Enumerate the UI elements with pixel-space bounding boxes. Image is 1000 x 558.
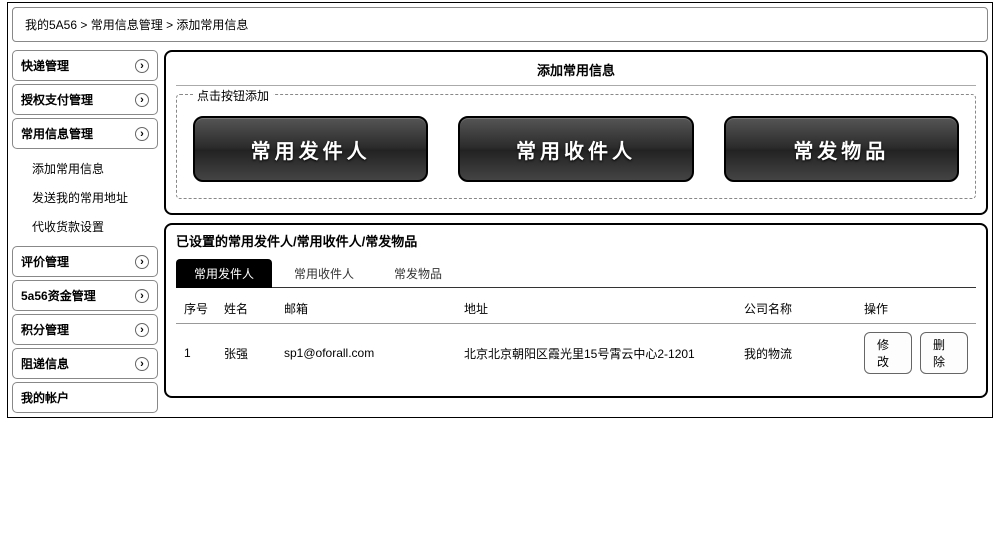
table-body: 1 张强 sp1@oforall.com 北京北京朝阳区霞光里15号霄云中心2-… [176, 324, 976, 383]
cell-ops: 修改 删除 [856, 324, 976, 383]
add-panel: 添加常用信息 点击按钮添加 常用发件人 常用收件人 常发物品 [164, 50, 988, 215]
col-idx: 序号 [176, 294, 216, 324]
sidebar-item-common-info[interactable]: 常用信息管理 › [12, 118, 158, 149]
tab-goods[interactable]: 常发物品 [376, 259, 460, 288]
add-fieldset: 点击按钮添加 常用发件人 常用收件人 常发物品 [176, 94, 976, 199]
sidebar-submenu: 添加常用信息 发送我的常用地址 代收货款设置 [12, 154, 158, 241]
sidebar-item-label: 阻递信息 [21, 355, 69, 372]
breadcrumb-current: 添加常用信息 [176, 18, 248, 32]
chevron-right-icon: › [135, 255, 149, 269]
chevron-right-icon: › [135, 127, 149, 141]
sidebar-item-label: 评价管理 [21, 253, 69, 270]
fieldset-legend: 点击按钮添加 [193, 87, 273, 104]
cell-email: sp1@oforall.com [276, 324, 456, 383]
panel-title: 添加常用信息 [176, 58, 976, 86]
sidebar-item-express[interactable]: 快递管理 › [12, 50, 158, 81]
col-email: 邮箱 [276, 294, 456, 324]
chevron-right-icon: › [135, 93, 149, 107]
edit-button[interactable]: 修改 [864, 332, 912, 374]
list-panel: 已设置的常用发件人/常用收件人/常发物品 常用发件人 常用收件人 常发物品 序号… [164, 223, 988, 398]
sidebar-item-label: 常用信息管理 [21, 125, 93, 142]
list-panel-title: 已设置的常用发件人/常用收件人/常发物品 [176, 231, 976, 256]
cell-company: 我的物流 [736, 324, 856, 383]
table-row: 1 张强 sp1@oforall.com 北京北京朝阳区霞光里15号霄云中心2-… [176, 324, 976, 383]
cell-name: 张强 [216, 324, 276, 383]
col-addr: 地址 [456, 294, 736, 324]
sidebar-item-label: 授权支付管理 [21, 91, 93, 108]
table-head: 序号 姓名 邮箱 地址 公司名称 操作 [176, 294, 976, 324]
add-goods-button[interactable]: 常发物品 [724, 116, 959, 182]
sidebar: 快递管理 › 授权支付管理 › 常用信息管理 › 添加常用信息 发送我的常用地址… [12, 46, 158, 413]
chevron-right-icon: › [135, 357, 149, 371]
chevron-right-icon: › [135, 289, 149, 303]
sidebar-item-account[interactable]: 我的帐户 [12, 382, 158, 413]
col-op: 操作 [856, 294, 976, 324]
tabs: 常用发件人 常用收件人 常发物品 [176, 258, 976, 288]
sidebar-item-label: 5a56资金管理 [21, 287, 96, 304]
sidebar-item-funds[interactable]: 5a56资金管理 › [12, 280, 158, 311]
add-recipient-button[interactable]: 常用收件人 [458, 116, 693, 182]
cell-idx: 1 [176, 324, 216, 383]
sidebar-item-review[interactable]: 评价管理 › [12, 246, 158, 277]
chevron-right-icon: › [135, 59, 149, 73]
sidebar-item-label: 我的帐户 [21, 389, 69, 406]
add-sender-button[interactable]: 常用发件人 [193, 116, 428, 182]
big-buttons-row: 常用发件人 常用收件人 常发物品 [193, 116, 959, 182]
breadcrumb-sep: > [80, 18, 90, 32]
sidebar-item-block[interactable]: 阻递信息 › [12, 348, 158, 379]
delete-button[interactable]: 删除 [920, 332, 968, 374]
data-table: 序号 姓名 邮箱 地址 公司名称 操作 1 张强 sp1@oforall.com [176, 294, 976, 382]
col-company: 公司名称 [736, 294, 856, 324]
cell-addr: 北京北京朝阳区霞光里15号霄云中心2-1201 [456, 324, 736, 383]
tab-sender[interactable]: 常用发件人 [176, 259, 272, 288]
breadcrumb-parent[interactable]: 常用信息管理 [91, 18, 163, 32]
col-name: 姓名 [216, 294, 276, 324]
sidebar-sub-send-addr[interactable]: 发送我的常用地址 [12, 183, 158, 212]
sidebar-sub-add-info[interactable]: 添加常用信息 [12, 154, 158, 183]
chevron-right-icon: › [135, 323, 149, 337]
sidebar-item-auth-pay[interactable]: 授权支付管理 › [12, 84, 158, 115]
layout: 快递管理 › 授权支付管理 › 常用信息管理 › 添加常用信息 发送我的常用地址… [8, 46, 992, 417]
breadcrumb-sep: > [166, 18, 176, 32]
main-content: 添加常用信息 点击按钮添加 常用发件人 常用收件人 常发物品 已设置的常用发件人… [164, 46, 988, 398]
sidebar-sub-cod-setting[interactable]: 代收货款设置 [12, 212, 158, 241]
tab-recipient[interactable]: 常用收件人 [276, 259, 372, 288]
breadcrumb-root[interactable]: 我的5A56 [25, 18, 77, 32]
breadcrumb: 我的5A56 > 常用信息管理 > 添加常用信息 [12, 7, 988, 42]
sidebar-item-label: 积分管理 [21, 321, 69, 338]
app-frame: 我的5A56 > 常用信息管理 > 添加常用信息 快递管理 › 授权支付管理 ›… [7, 2, 993, 418]
sidebar-item-label: 快递管理 [21, 57, 69, 74]
sidebar-item-points[interactable]: 积分管理 › [12, 314, 158, 345]
